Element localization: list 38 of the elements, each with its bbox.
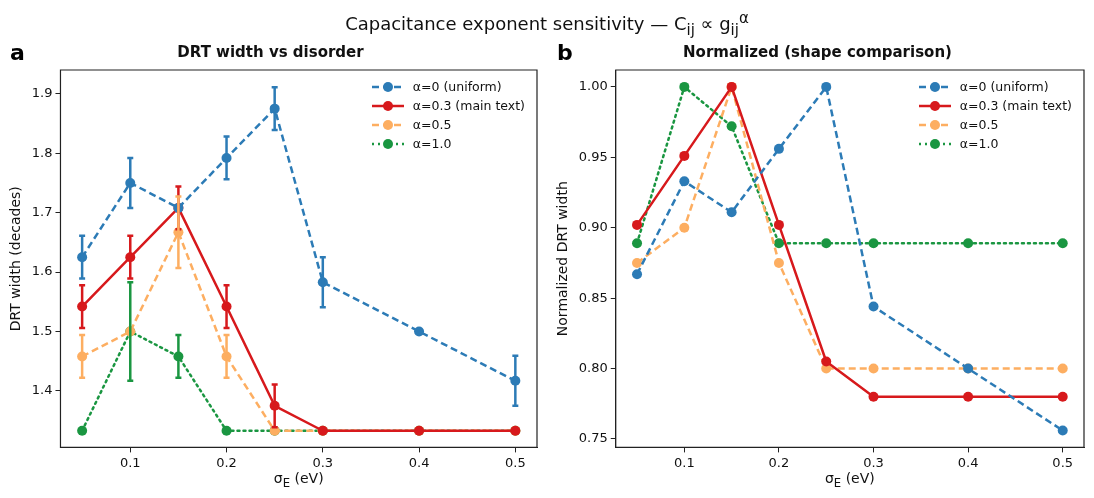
legend-label: α=0 (uniform)	[412, 79, 502, 94]
y-tick-label: 1.00	[578, 78, 608, 94]
chart-title: Normalized (shape comparison)	[683, 42, 952, 61]
x-tick-label: 0.2	[216, 454, 237, 470]
y-tick-label: 0.85	[578, 289, 608, 305]
x-tick-label: 0.1	[119, 454, 141, 470]
x-tick-label: 0.4	[408, 454, 430, 470]
legend-label: α=0.3 (main text)	[959, 98, 1072, 113]
legend-label: α=0.5	[959, 117, 999, 132]
y-tick-label: 1.4	[31, 382, 53, 398]
text: a	[10, 40, 25, 65]
x-axis-title: σ$_{E}$ (eV)	[273, 470, 324, 490]
y-tick-label: 1.5	[31, 322, 53, 338]
y-tick-label: 0.95	[578, 148, 608, 164]
legend-label: α=1.0	[412, 136, 452, 151]
x-tick-label: 0.3	[863, 454, 884, 470]
y-tick-label: 1.8	[31, 144, 53, 160]
y-axis-title: Normalized DRT width	[554, 181, 571, 337]
y-tick-label: 1.7	[31, 204, 53, 220]
x-tick-label: 0.4	[957, 454, 979, 470]
legend-label: α=0 (uniform)	[959, 79, 1049, 94]
y-axis-title: DRT width (decades)	[7, 186, 24, 332]
y-tick-label: 1.6	[31, 263, 53, 279]
x-axis-title: σ$_{E}$ (eV)	[824, 470, 875, 490]
y-tick-label: 1.9	[31, 85, 53, 101]
chart-title: DRT width vs disorder	[177, 42, 365, 61]
y-tick-label: 0.90	[578, 219, 608, 235]
y-tick-label: 0.80	[578, 359, 608, 375]
x-tick-label: 0.5	[1052, 454, 1074, 470]
legend-label: α=0.5	[412, 117, 452, 132]
x-tick-label: 0.1	[673, 454, 695, 470]
text: b	[557, 40, 573, 65]
y-tick-label: 0.75	[578, 430, 608, 446]
x-tick-label: 0.3	[312, 454, 334, 470]
legend-label: α=0.3 (main text)	[412, 98, 525, 113]
x-tick-label: 0.5	[505, 454, 526, 470]
legend-label: α=1.0	[959, 136, 999, 151]
x-tick-label: 0.2	[768, 454, 790, 470]
